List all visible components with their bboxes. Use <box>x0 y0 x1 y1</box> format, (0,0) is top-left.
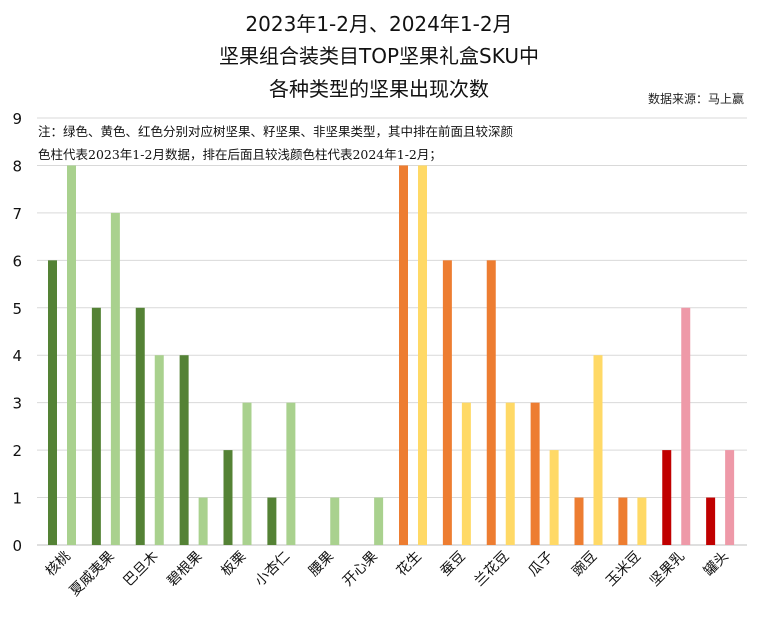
y-tick-label: 2 <box>12 442 22 460</box>
x-tick-label: 玉米豆 <box>603 549 644 590</box>
y-tick-label: 7 <box>12 205 22 223</box>
x-tick-label: 豌豆 <box>569 549 600 580</box>
bar-2024 <box>330 497 340 545</box>
bar-2024 <box>681 307 691 545</box>
y-tick-label: 9 <box>12 110 22 128</box>
bar-2023 <box>48 260 57 545</box>
data-source: 数据来源：马上赢 <box>647 92 744 106</box>
bar-2024 <box>725 450 735 545</box>
chart-title-line-3: 各种类型的坚果出现次数 <box>269 77 489 101</box>
bar-2023 <box>399 165 408 545</box>
bar-2023 <box>179 355 189 545</box>
y-tick-label: 8 <box>12 157 22 175</box>
bar-2023 <box>530 402 540 545</box>
x-tick-label: 巴旦木 <box>121 549 162 590</box>
y-tick-label: 4 <box>12 347 22 365</box>
x-tick-label: 板栗 <box>218 549 249 580</box>
bar-2024 <box>286 402 296 545</box>
chart-title-line-1: 2023年1-2月、2024年1-2月 <box>245 12 513 36</box>
x-tick-label: 瓜子 <box>525 549 556 580</box>
bar-2024 <box>154 355 164 545</box>
x-tick-label: 蚕豆 <box>438 549 469 580</box>
bar-2023 <box>574 497 584 545</box>
x-tick-label: 腰果 <box>306 549 337 580</box>
bar-2023 <box>91 307 101 545</box>
bar-2023 <box>223 450 233 545</box>
x-tick-label: 坚果乳 <box>647 549 688 590</box>
x-tick-label: 小杏仁 <box>252 549 293 590</box>
y-tick-label: 0 <box>12 537 22 555</box>
bar-2024 <box>67 165 76 545</box>
x-tick-label: 夏威夷果 <box>67 549 118 600</box>
note-line-2: 色柱代表2023年1-2月数据，排在后面且较浅颜色柱代表2024年1-2月； <box>38 147 442 162</box>
x-tick-label: 花生 <box>394 549 425 580</box>
bar-2023 <box>618 497 628 545</box>
x-tick-label: 罐头 <box>701 549 732 580</box>
bar-2024 <box>549 450 559 545</box>
bar-2023 <box>662 450 672 545</box>
x-tick-label: 核桃 <box>43 549 74 580</box>
chart-title-line-2: 坚果组合装类目TOP坚果礼盒SKU中 <box>219 44 539 68</box>
bar-2023 <box>706 497 716 545</box>
x-tick-label: 碧根果 <box>164 549 205 590</box>
note-line-1: 注：绿色、黄色、红色分别对应树坚果、籽坚果、非坚果类型，其中排在前面且较深颜 <box>38 124 514 139</box>
bar-2023 <box>135 307 145 545</box>
x-tick-label: 开心果 <box>340 549 381 590</box>
bar-2024 <box>637 497 647 545</box>
bar-2023 <box>267 497 277 545</box>
bar-2024 <box>505 402 515 545</box>
bar-2024 <box>593 355 603 545</box>
bar-2023 <box>442 260 452 545</box>
x-tick-label: 兰花豆 <box>472 549 513 590</box>
bar-2024 <box>198 497 208 545</box>
y-tick-label: 6 <box>12 252 22 270</box>
y-tick-label: 3 <box>12 395 22 413</box>
bar-2024 <box>374 497 384 545</box>
bar-2024 <box>110 212 120 545</box>
bar-2024 <box>461 402 471 545</box>
bar-2023 <box>486 260 496 545</box>
bar-2024 <box>242 402 252 545</box>
y-tick-label: 5 <box>12 300 22 318</box>
bar-2024 <box>418 165 427 545</box>
y-tick-label: 1 <box>12 490 22 508</box>
